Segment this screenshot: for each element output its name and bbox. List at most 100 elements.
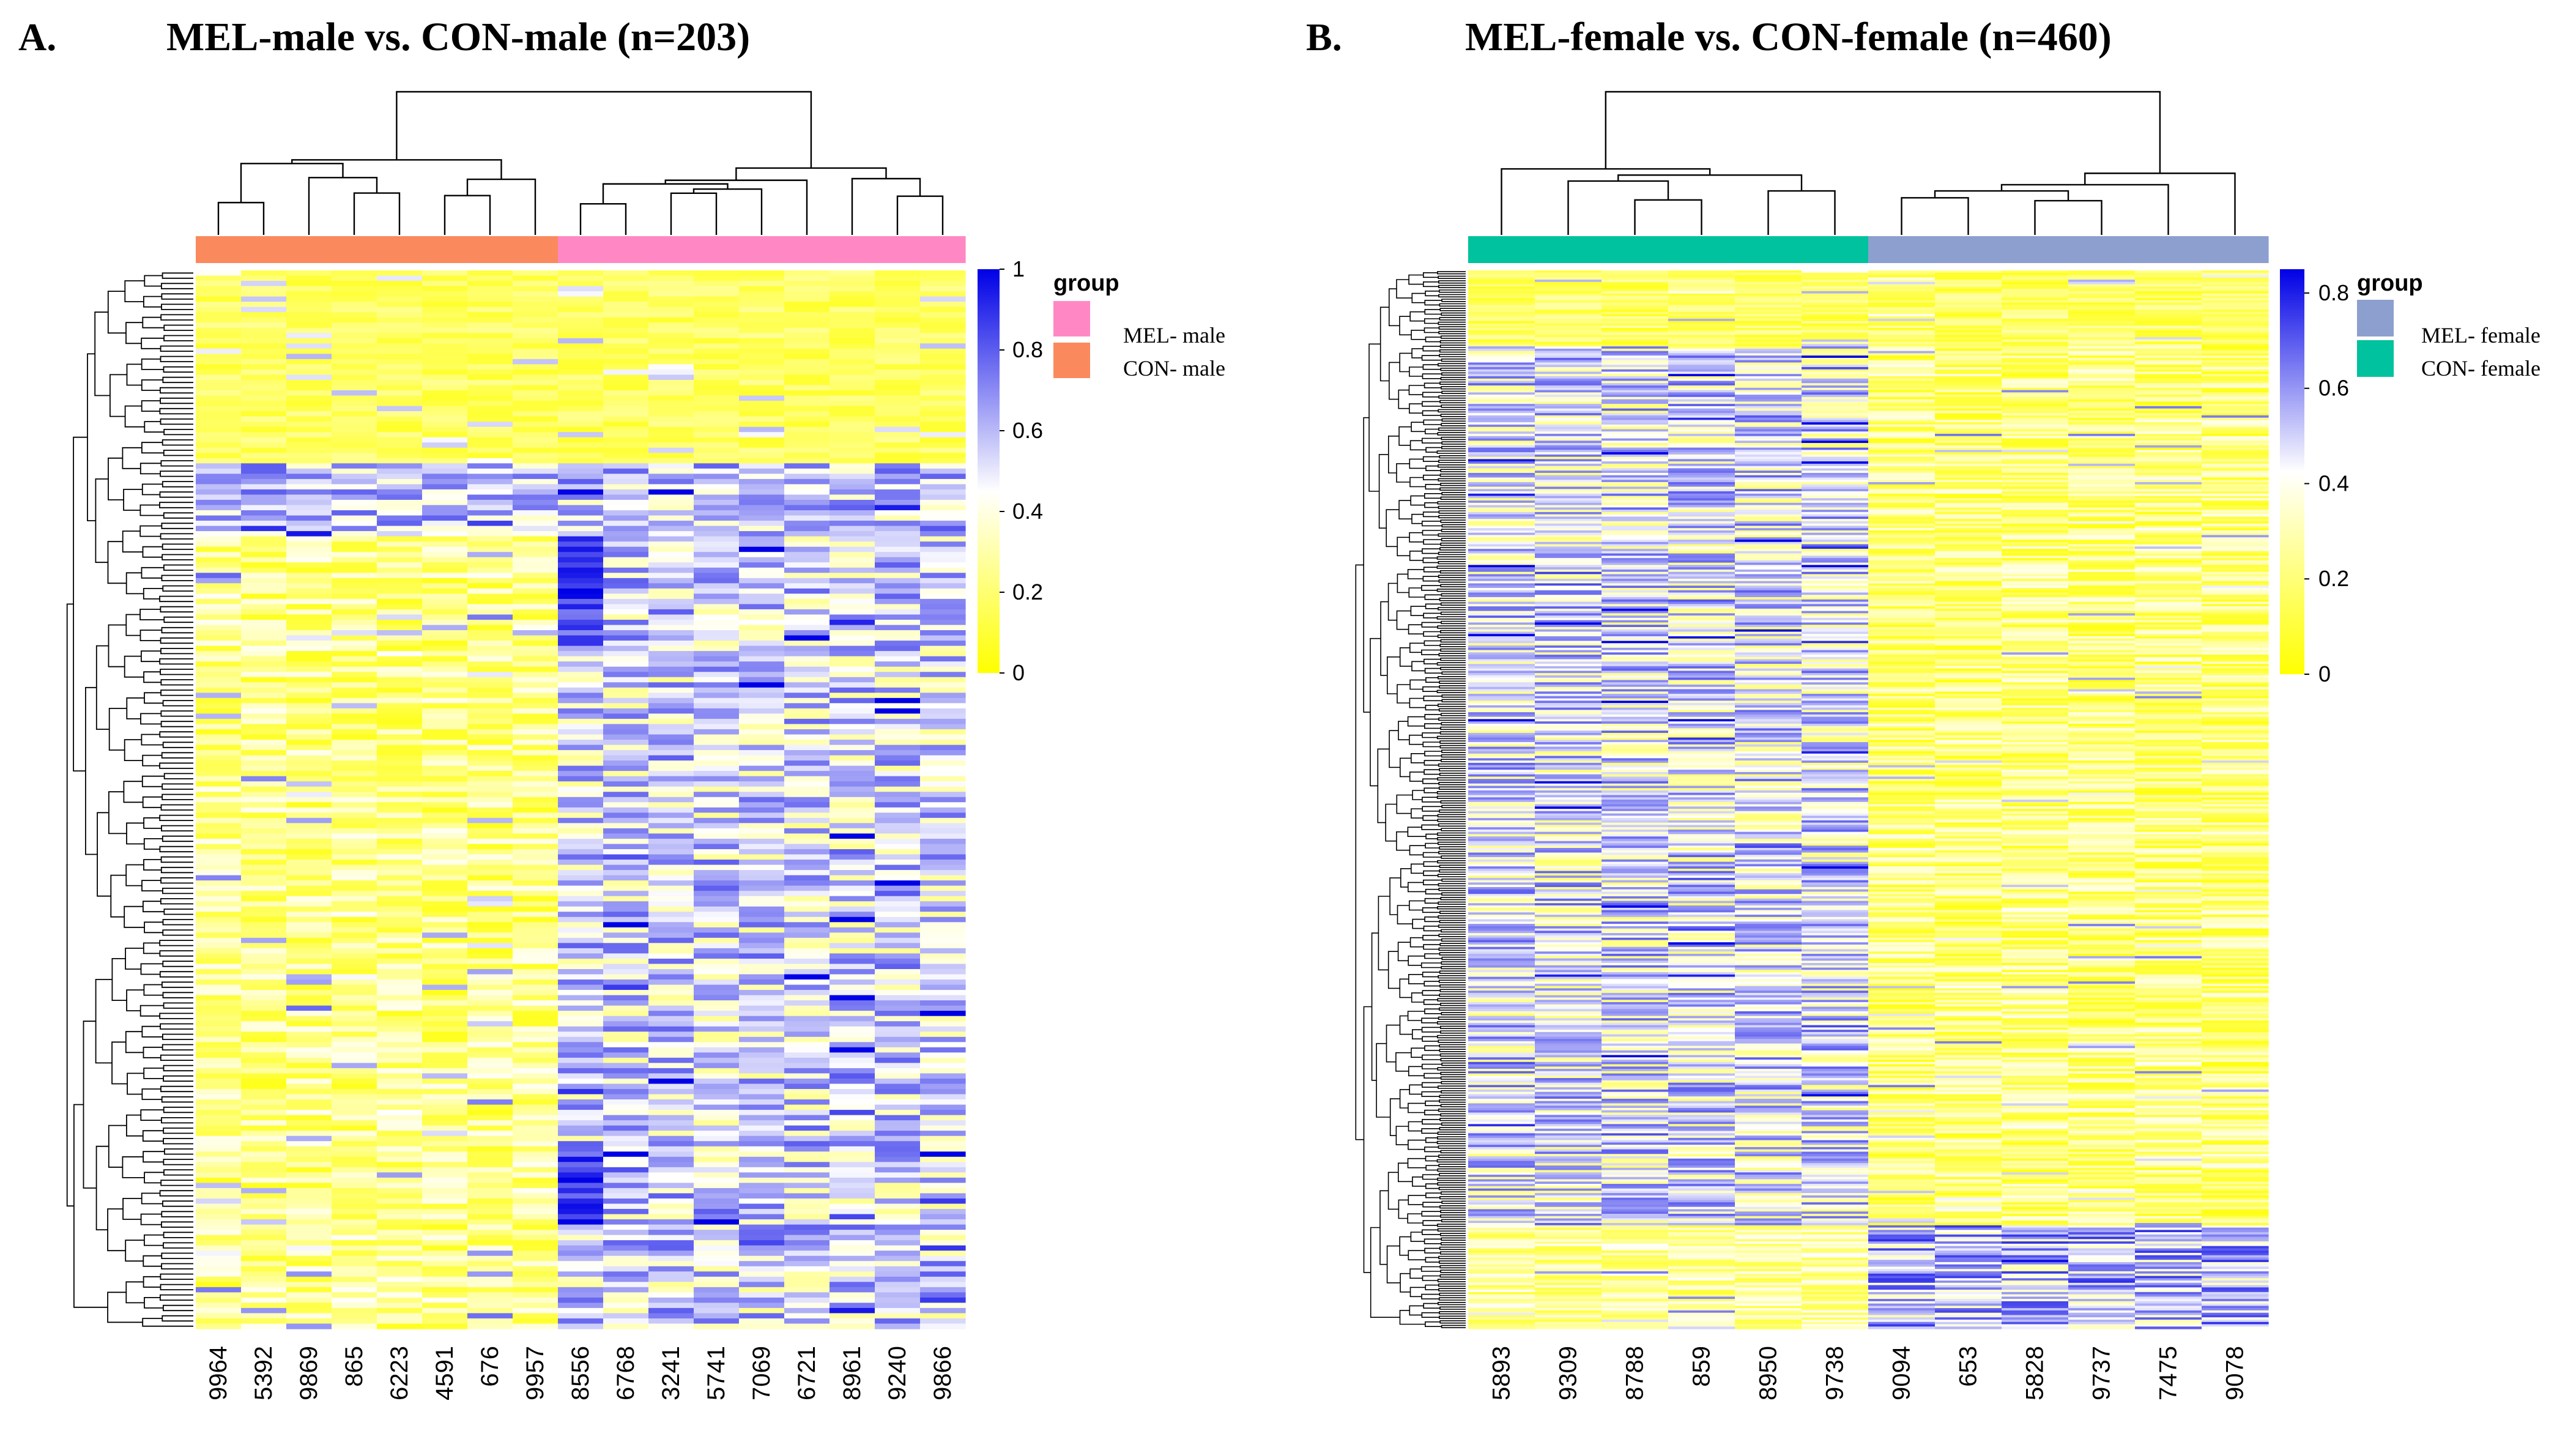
heatmap-cell [739,760,785,767]
heatmap-cell [784,369,830,376]
annotation-cell-5392 [241,236,287,263]
annotation-cell-653 [1935,236,2002,263]
heatmap-cell [1468,659,1535,662]
sample-label-4591: 4591 [431,1346,458,1400]
heatmap-cell [648,1198,694,1205]
heatmap-cell [1468,774,1535,777]
heatmap-cell [830,645,875,652]
heatmap-cell [694,1177,740,1183]
heatmap-cell [196,1224,242,1230]
heatmap-cell [1535,873,1602,876]
heatmap-cell [377,307,423,313]
heatmap-cell [603,1255,649,1262]
heatmap-cell [603,338,649,344]
heatmap-cell [784,990,830,996]
heatmap-cell [739,307,785,313]
heatmap-cell [332,1235,377,1241]
heatmap-cell [694,901,740,907]
heatmap-cell [875,291,921,297]
heatmap-cell [694,740,740,746]
heatmap-cell [694,875,740,881]
heatmap-cell [875,1036,921,1043]
heatmap-cell [1535,730,1602,734]
heatmap-cell [513,327,559,333]
heatmap-cell [920,322,966,329]
dendrogram-branch [159,502,193,508]
heatmap-cell [648,880,694,886]
heatmap-cell [377,661,423,667]
heatmap-cell [513,1162,559,1168]
heatmap-cell [422,583,468,589]
heatmap-cell [1468,1039,1535,1042]
dendrogram-branch [1441,713,1466,716]
heatmap-cell [1468,374,1535,377]
heatmap-cell [603,740,649,746]
heatmap-cell [603,411,649,417]
heatmap-cell [286,864,332,871]
heatmap-cell [694,870,740,876]
heatmap-cell [377,1297,423,1303]
heatmap-cell [286,656,332,662]
heatmap-cell [1535,551,1602,554]
heatmap-cell [513,1313,559,1319]
heatmap-cell [467,651,513,657]
heatmap-cell [603,979,649,986]
heatmap-cell [558,1167,604,1173]
heatmap-cell [739,1224,785,1230]
heatmap-cell [648,1167,694,1173]
heatmap-cell [875,1057,921,1063]
heatmap-cell [558,379,604,386]
heatmap-cell [196,510,242,516]
heatmap-cell [784,406,830,412]
heatmap-cell [694,734,740,740]
heatmap-cell [467,630,513,636]
heatmap-cell [332,1230,377,1236]
heatmap-cell [830,1183,875,1189]
dendrogram-branch [163,1065,193,1072]
heatmap-cell [241,1167,287,1173]
heatmap-cell [1535,463,1602,467]
heatmap-cell [875,609,921,615]
heatmap-cell [1468,915,1535,918]
dendrogram-branch [1440,611,1466,615]
heatmap-cell [739,630,785,636]
heatmap-cell [1535,277,1602,280]
heatmap-cell [513,901,559,907]
heatmap-cell [830,1146,875,1152]
dendrogram-branch [160,866,193,874]
heatmap-cell [241,1219,287,1225]
heatmap-cell [196,666,242,672]
heatmap-cell [875,426,921,433]
heatmap-cell [603,379,649,386]
heatmap-cell [241,390,287,396]
heatmap-cell [648,786,694,792]
heatmap-cell [920,1057,966,1063]
heatmap-cell [1535,677,1602,681]
heatmap-cell [286,505,332,511]
heatmap-cell [422,369,468,376]
heatmap-cell [332,885,377,891]
heatmap-cell [648,1094,694,1100]
heatmap-cell [1468,655,1535,658]
heatmap-cell [467,1255,513,1262]
heatmap-cell [1468,608,1535,612]
heatmap-cell [558,1094,604,1100]
heatmap-cell [196,635,242,641]
heatmap-cell [241,354,287,360]
heatmap-cell [467,416,513,422]
heatmap-cell [603,1125,649,1131]
heatmap-cell [920,531,966,537]
dendrogram-branch [896,195,944,235]
heatmap-cell [1468,454,1535,458]
heatmap-cell [739,1323,785,1329]
heatmap-cell [920,927,966,933]
heatmap-cell [739,447,785,453]
heatmap-cell [739,1193,785,1199]
heatmap-cell [875,578,921,584]
heatmap-cell [196,630,242,636]
heatmap-cell [332,406,377,412]
heatmap-cell [694,416,740,422]
heatmap-cell [784,614,830,620]
heatmap-cell [1535,749,1602,752]
heatmap-cell [784,703,830,709]
